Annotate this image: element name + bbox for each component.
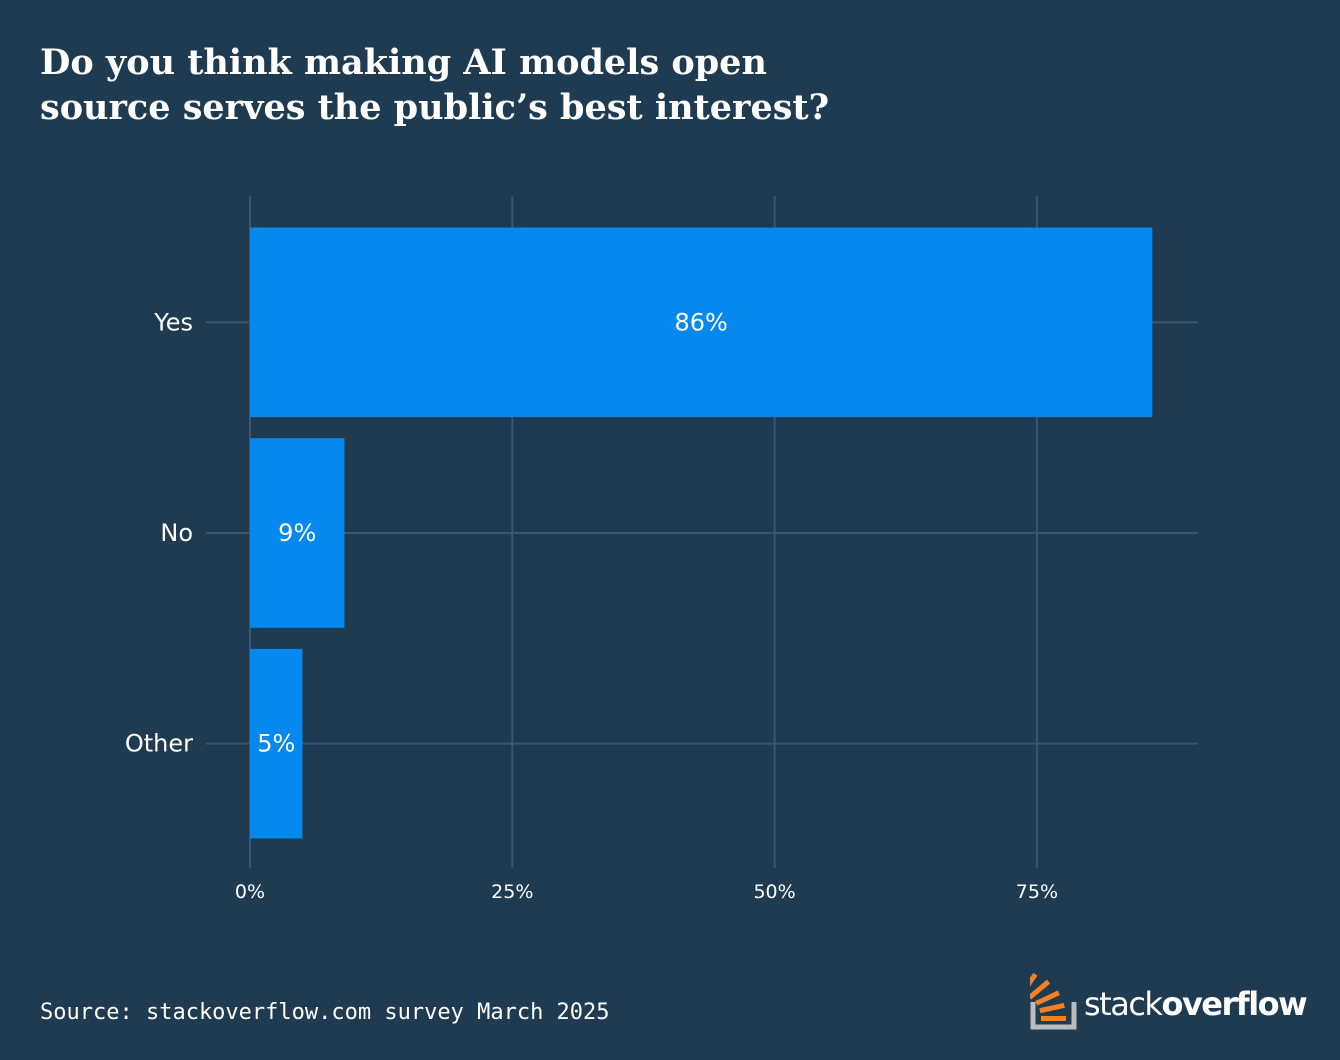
chart-title: Do you think making AI models open sourc… — [40, 40, 940, 130]
wordmark-bold: overflow — [1161, 985, 1307, 1023]
chart-title-line-2: source serves the public’s best interest… — [40, 87, 830, 128]
x-tick-label-75: 75% — [1016, 881, 1058, 903]
stackoverflow-wordmark: stackoverflow — [1084, 984, 1308, 1024]
bars — [250, 227, 1153, 839]
bar-value-labels: 86% 9% 5% — [257, 308, 728, 757]
bar-label-yes: 86% — [674, 308, 727, 336]
bar-no — [250, 438, 345, 628]
category-label-yes: Yes — [153, 308, 193, 336]
stackoverflow-logo: stackoverflow — [1019, 970, 1310, 1030]
x-tick-label-50: 50% — [753, 881, 795, 903]
x-tick-label-0: 0% — [235, 881, 265, 903]
category-labels: Yes No Other — [125, 308, 193, 757]
source-note: Source: stackoverflow.com survey March 2… — [40, 1000, 610, 1025]
bar-yes — [250, 227, 1153, 418]
wordmark-light: stack — [1084, 985, 1163, 1023]
x-tick-label-25: 25% — [491, 881, 533, 903]
bar-label-other: 5% — [257, 730, 295, 758]
chart-title-line-1: Do you think making AI models open — [40, 42, 767, 83]
stackoverflow-logo-icon — [1019, 972, 1077, 1030]
category-label-other: Other — [125, 730, 193, 758]
category-label-no: No — [160, 519, 193, 547]
bar-label-no: 9% — [278, 519, 316, 547]
bar-other — [250, 648, 303, 839]
bar-chart: 86% 9% 5% Yes No Other 0% 25% 50% 75% — [125, 196, 1198, 903]
x-axis-tick-labels: 0% 25% 50% 75% — [235, 881, 1058, 903]
